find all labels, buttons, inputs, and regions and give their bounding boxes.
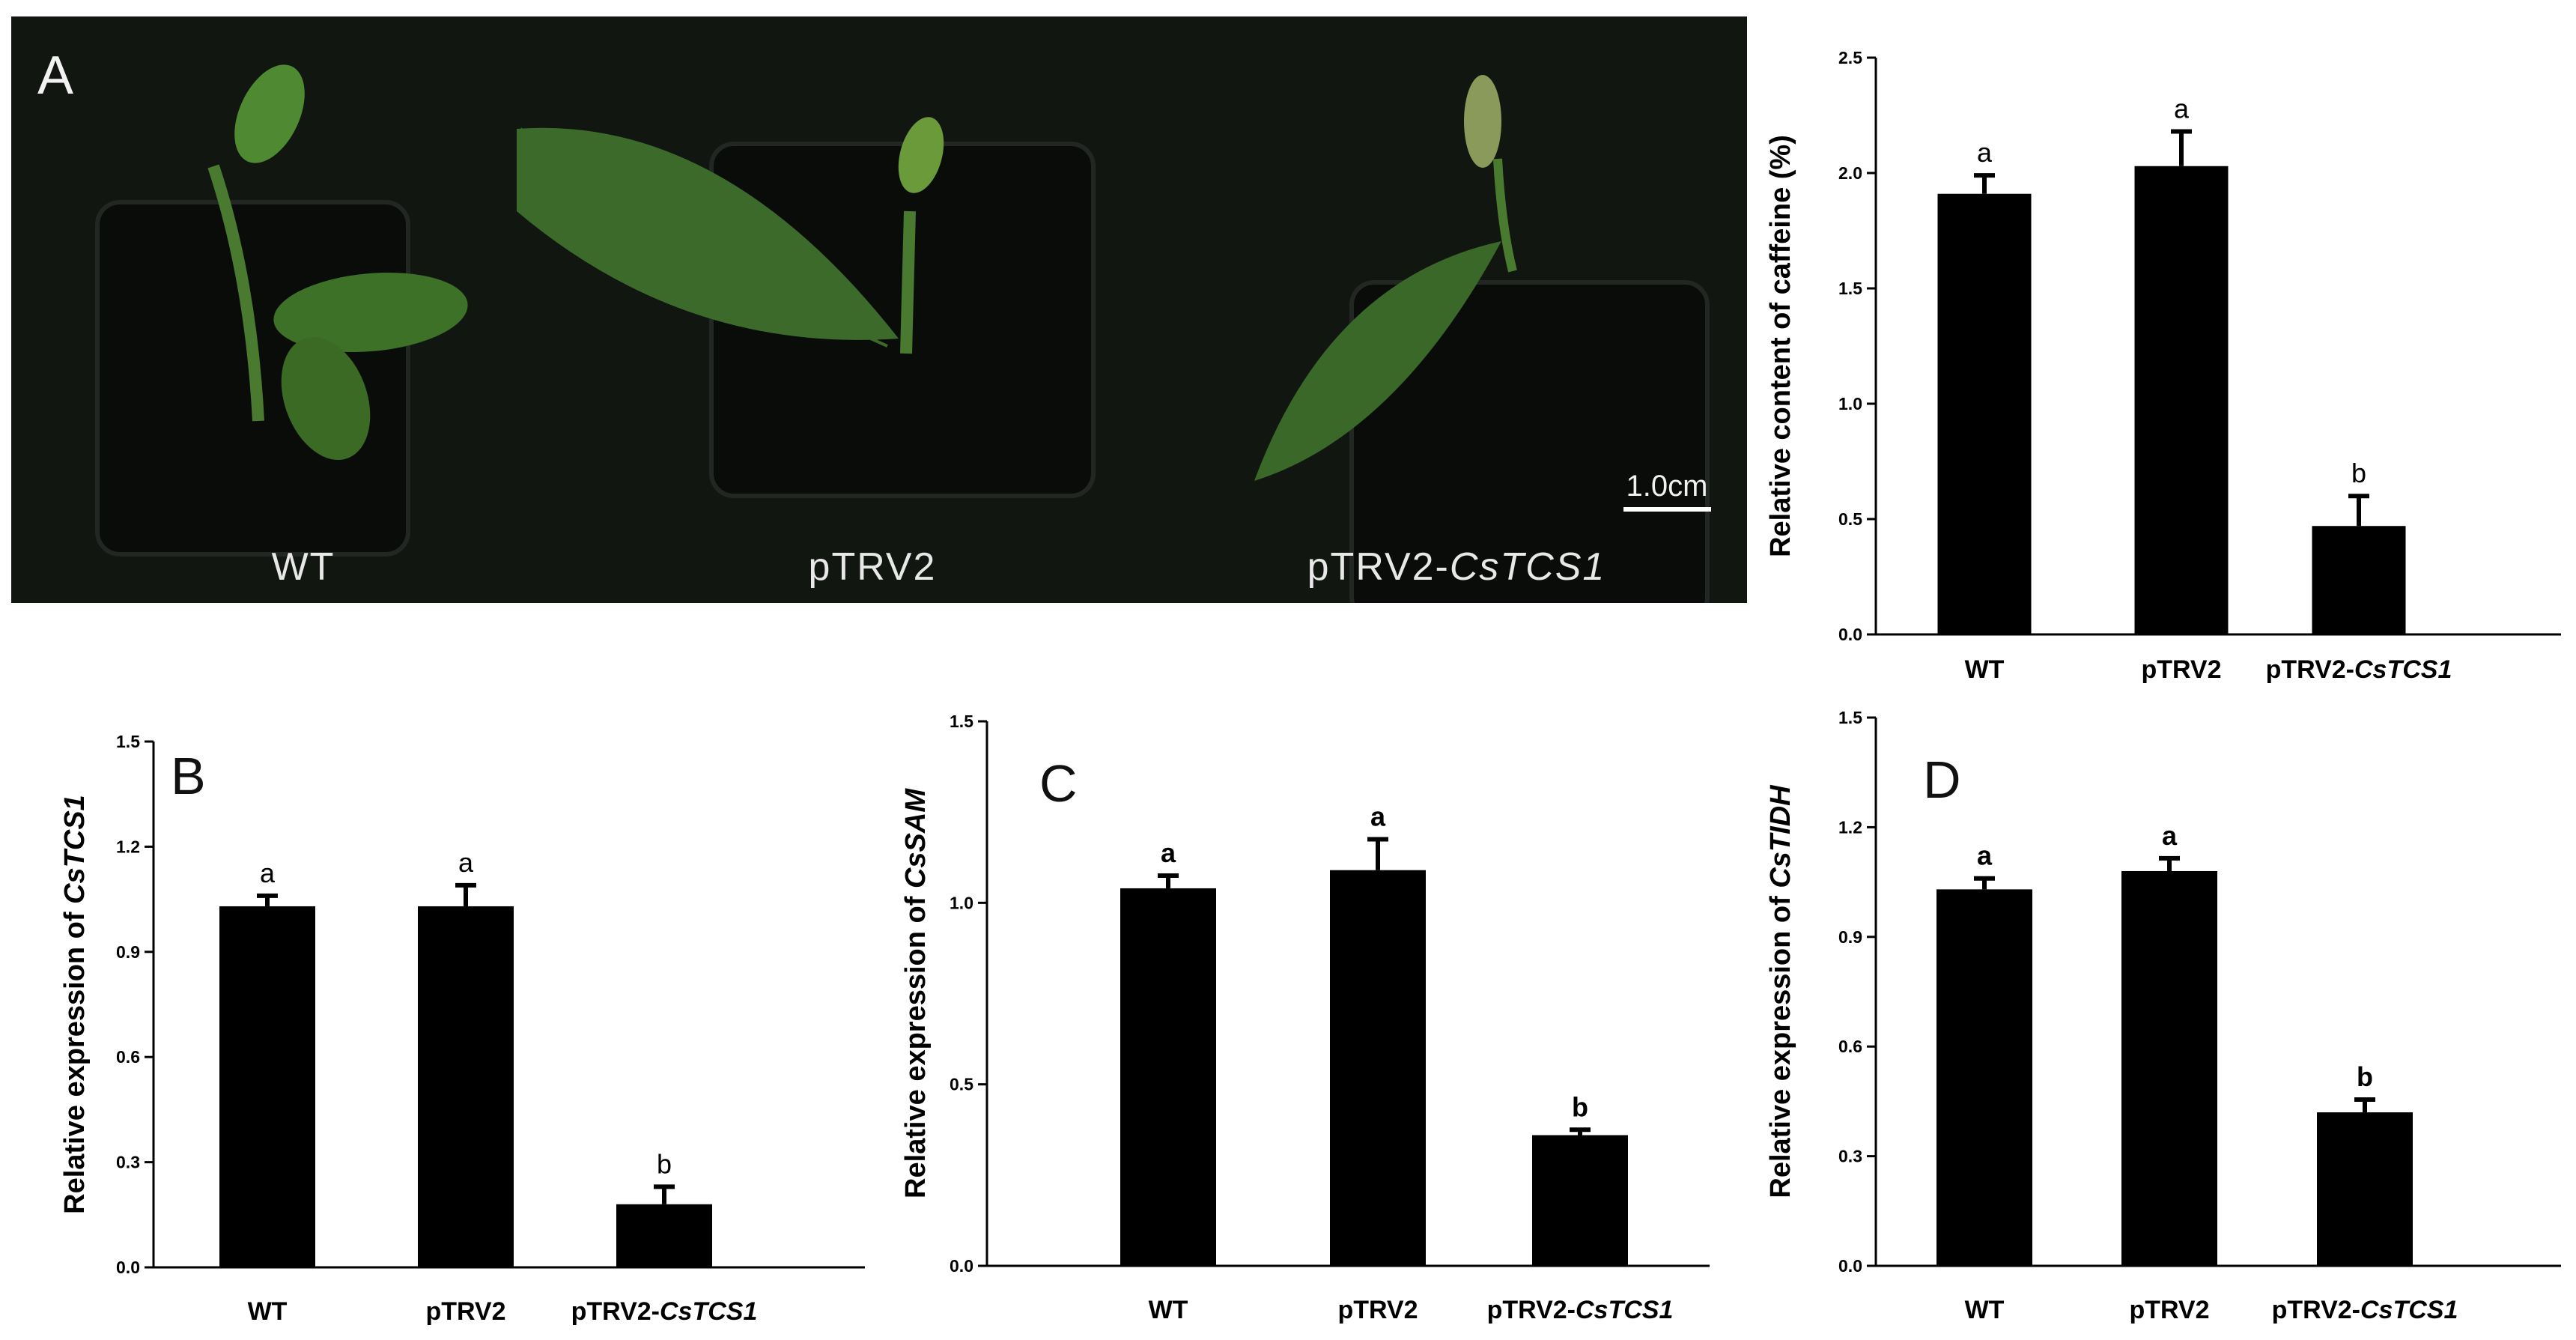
y-tick-label: 0.6 — [1838, 1037, 1862, 1056]
y-tick-label: 1.0 — [950, 893, 973, 912]
significance-label: a — [1370, 801, 1386, 832]
chart-2: 0.0 0.3 0.6 0.9 1.2 1.5 Relative expression of… — [59, 732, 865, 1326]
category-label: WT — [248, 1297, 288, 1326]
y-tick-label: 0.9 — [1838, 927, 1862, 947]
y-tick-label: 1.5 — [1838, 279, 1862, 298]
y-tick-label: 1.0 — [1838, 394, 1862, 413]
scale-bar-label: 1.0cm — [1626, 470, 1708, 503]
y-tick-label: 1.5 — [950, 712, 973, 731]
y-axis-label: Relative expression of CsSAM — [900, 788, 932, 1198]
panel-letter-a: A — [37, 46, 74, 106]
chart-1: 0.0 0.5 1.0 1.5 2.0 2.5 Relative content of ca… — [1765, 48, 2561, 684]
photo-label-ptrv2-cstcs1: pTRV2-CsTCS1 — [1307, 545, 1606, 589]
category-label: pTRV2 — [425, 1297, 505, 1326]
significance-label: a — [1977, 137, 1993, 168]
bar — [1330, 870, 1426, 1266]
bud-ptrv2-cstcs1 — [1464, 75, 1501, 168]
significance-label: a — [458, 847, 474, 878]
photo-panel: 1.0cm A WT pTRV2 pTRV2-CsTCS1 — [11, 16, 1747, 603]
y-tick-label: 0.0 — [116, 1258, 140, 1277]
bar — [1937, 193, 2032, 635]
bar — [1936, 889, 2032, 1266]
y-tick-label: 0.5 — [950, 1075, 973, 1094]
significance-label: a — [260, 858, 276, 888]
photo-label-wt: WT — [271, 545, 335, 589]
category-label: pTRV2 — [2141, 655, 2221, 684]
bar — [418, 906, 514, 1267]
y-tick-label: 2.5 — [1838, 48, 1862, 67]
stem-ptrv2-cstcs1 — [1493, 158, 1517, 273]
panel-letter: B — [171, 747, 206, 805]
y-tick-label: 0.9 — [116, 942, 140, 962]
y-axis-label: Relative content of caffeine (%) — [1765, 135, 1796, 557]
significance-label: a — [2162, 820, 2178, 851]
y-tick-label: 0.0 — [950, 1256, 973, 1276]
y-tick-label: 1.2 — [116, 837, 140, 856]
plant-photo-illustration: 1.0cm — [95, 64, 1711, 603]
panel-letter: C — [1039, 754, 1078, 813]
photo-label-ptrv2: pTRV2 — [808, 545, 937, 589]
category-label: WT — [1965, 655, 2005, 684]
y-tick-label: 0.0 — [1838, 1256, 1862, 1276]
leaf-ptrv2-large — [517, 127, 899, 340]
category-label: pTRV2-CsTCS1 — [2272, 1296, 2458, 1324]
bar — [1120, 888, 1216, 1266]
significance-label: a — [1977, 840, 1993, 871]
significance-label: a — [2174, 94, 2190, 124]
panel-letter: D — [1923, 751, 1961, 809]
chart-3: 0.0 0.5 1.0 1.5 Relative expression of CsSAM… — [900, 712, 1710, 1324]
chart-4: 0.0 0.3 0.6 0.9 1.2 1.5 Relative expression of… — [1765, 708, 2561, 1324]
category-label: WT — [1149, 1296, 1188, 1324]
bar — [2134, 166, 2229, 634]
category-label: pTRV2-CsTCS1 — [2266, 655, 2452, 684]
category-label: WT — [1965, 1296, 2005, 1324]
y-tick-label: 2.0 — [1838, 163, 1862, 183]
category-label: pTRV2 — [1337, 1296, 1418, 1324]
bar — [219, 906, 315, 1267]
y-tick-label: 1.2 — [1838, 817, 1862, 837]
y-tick-label: 0.5 — [1838, 509, 1862, 529]
y-tick-label: 0.3 — [1838, 1147, 1862, 1166]
category-label: pTRV2-CsTCS1 — [571, 1297, 758, 1326]
leaf-ptrv2-bud — [898, 117, 944, 193]
y-tick-label: 1.5 — [116, 732, 140, 751]
y-tick-label: 0.3 — [116, 1153, 140, 1172]
bar — [1532, 1135, 1628, 1266]
category-label: pTRV2 — [2129, 1296, 2209, 1324]
bar — [2121, 870, 2217, 1266]
stem-ptrv2 — [900, 210, 916, 354]
bar — [2317, 1112, 2413, 1266]
pot-ptrv2-cstcs1 — [1349, 280, 1710, 603]
stem-wt — [207, 164, 264, 422]
leaf-wt-bottom — [281, 336, 371, 461]
y-tick-label: 0.0 — [1838, 625, 1862, 644]
y-tick-label: 1.5 — [1838, 708, 1862, 727]
significance-label: b — [657, 1148, 672, 1179]
leaf-ptrv2-cstcs1 — [1254, 241, 1501, 481]
significance-label: a — [1161, 837, 1176, 868]
significance-label: b — [2357, 1061, 2373, 1092]
leaf-wt-right — [273, 272, 468, 353]
bar — [2312, 526, 2406, 634]
category-label: pTRV2-CsTCS1 — [1487, 1296, 1674, 1324]
y-tick-label: 0.6 — [116, 1047, 140, 1067]
y-axis-label: Relative expression of CsTCS1 — [59, 795, 91, 1214]
leaf-wt-top — [234, 64, 305, 163]
y-axis-label: Relative expression of CsTIDH — [1765, 784, 1796, 1198]
significance-label: b — [2351, 458, 2366, 488]
significance-label: b — [1572, 1091, 1588, 1122]
bar — [616, 1204, 712, 1267]
